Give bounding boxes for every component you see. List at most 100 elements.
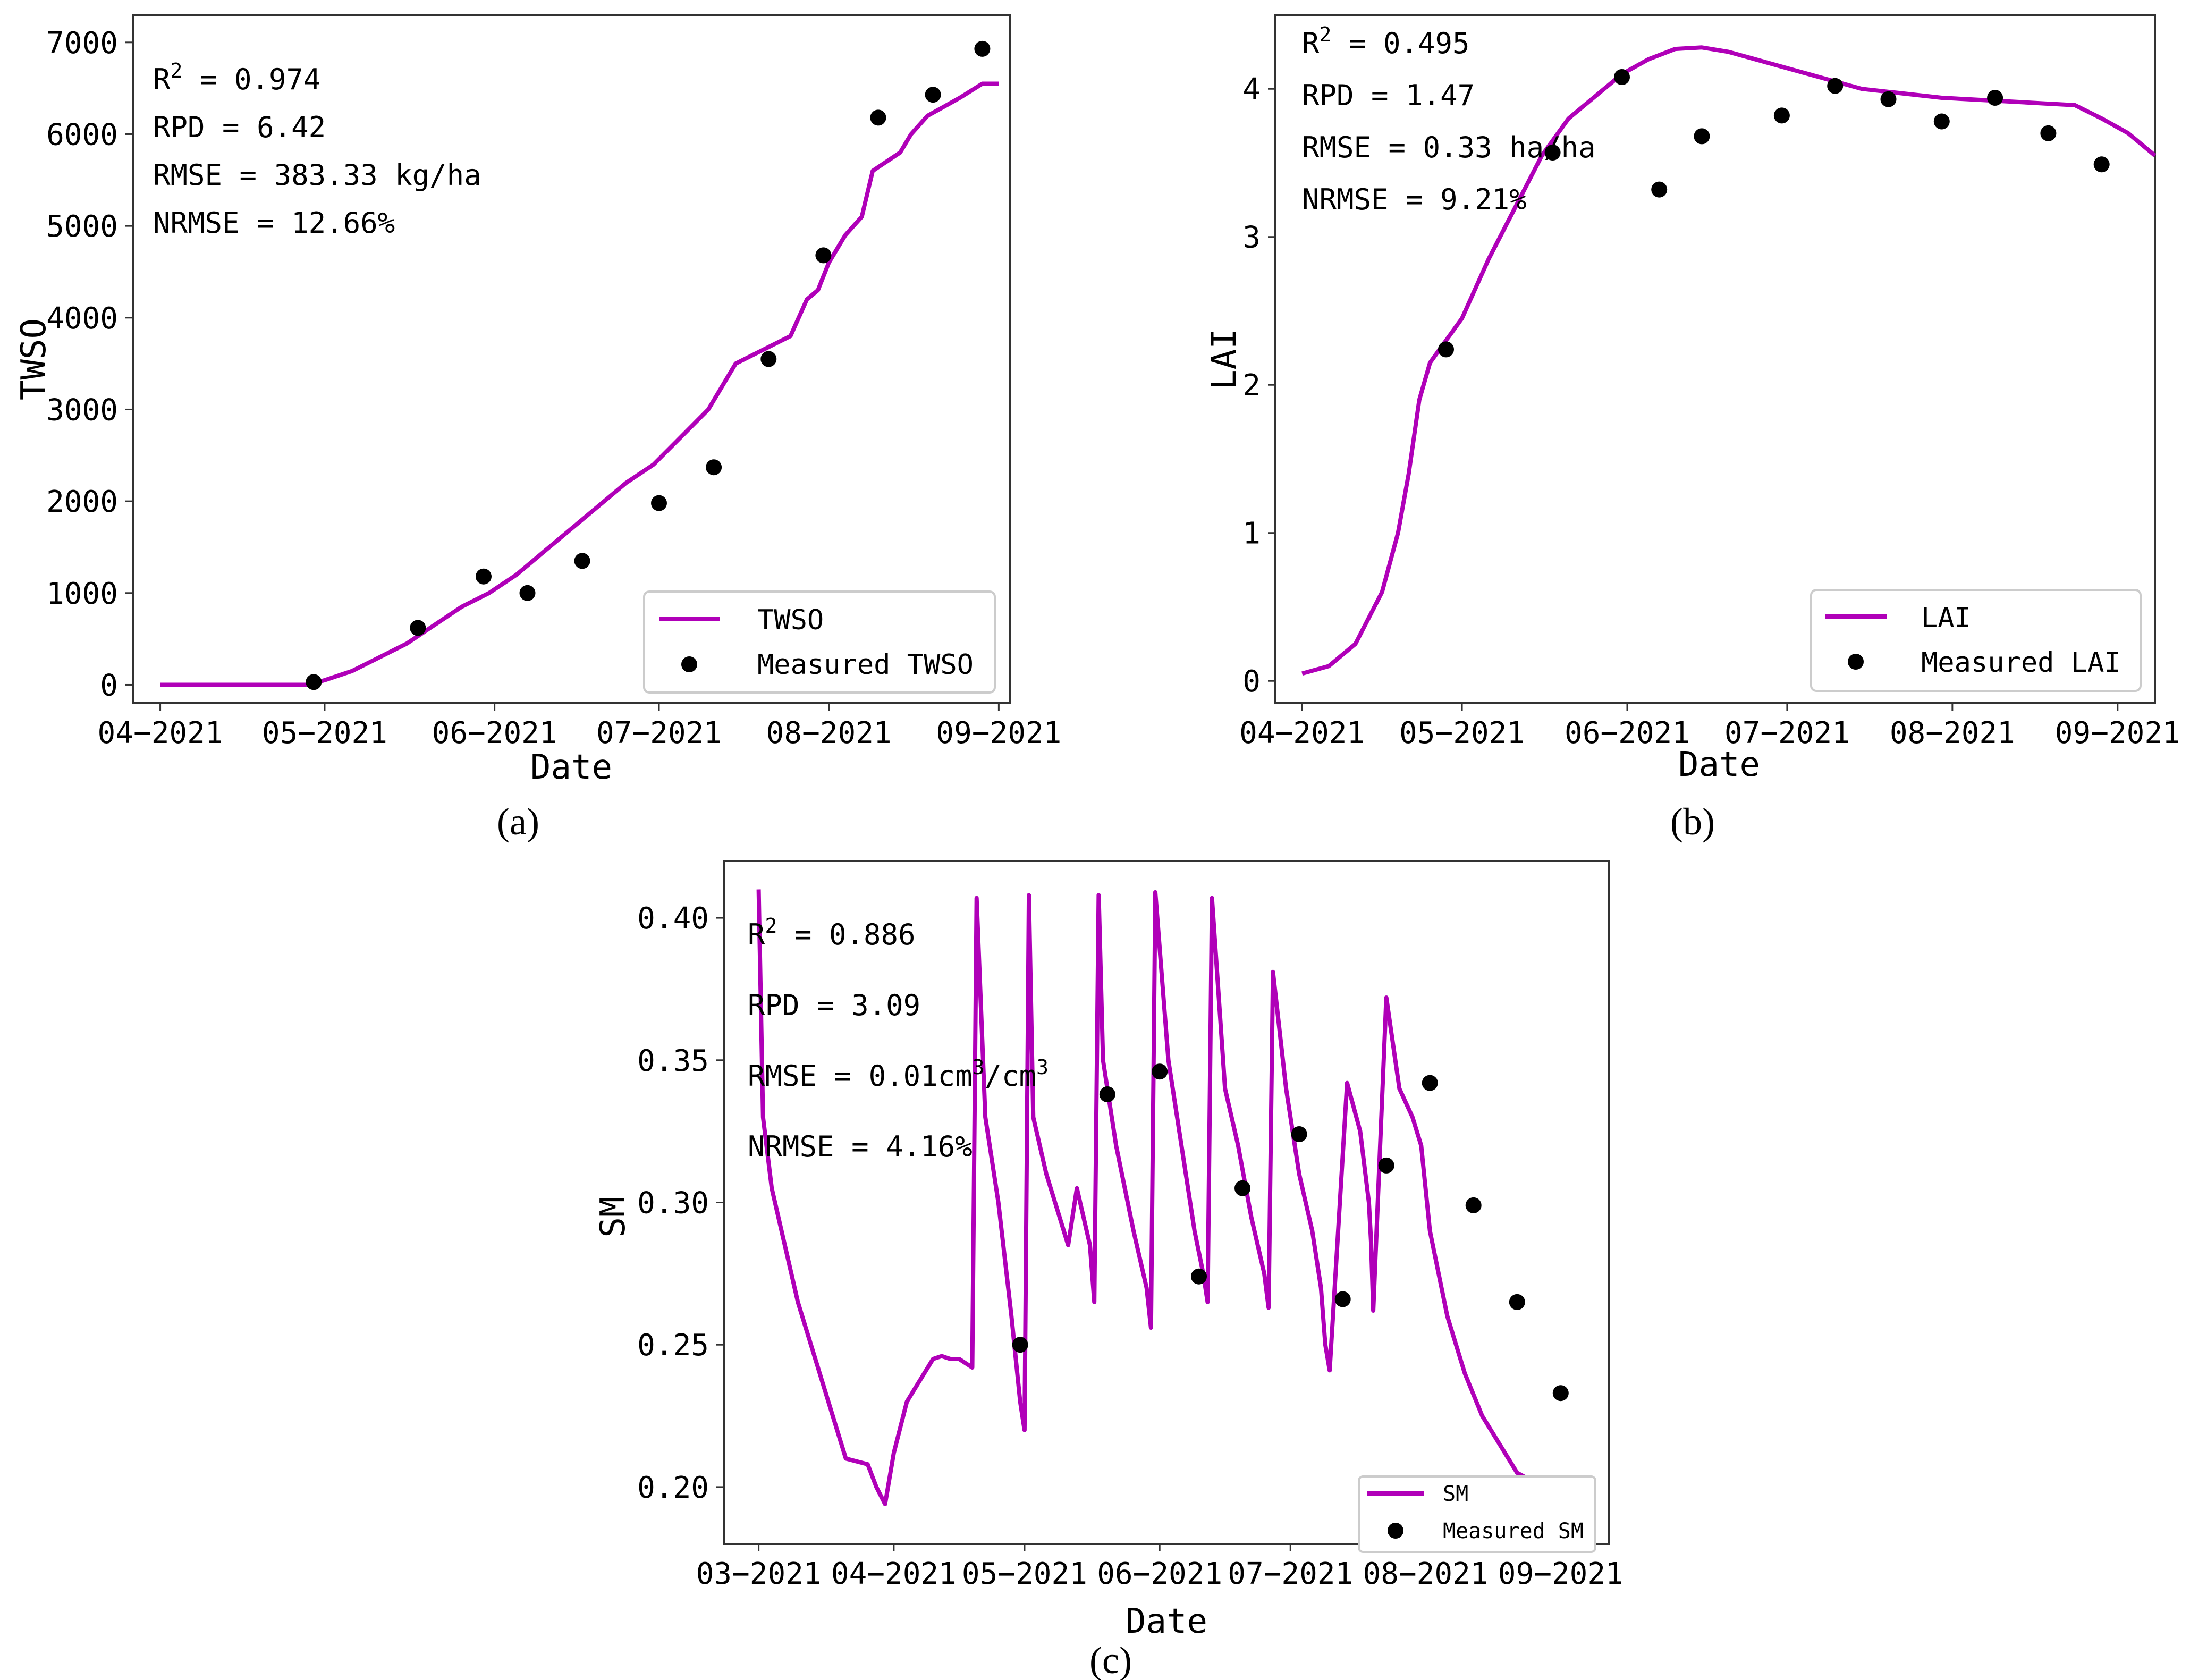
x-axis-label: Date [530, 748, 612, 787]
stat-r2-value: = 0.974 [182, 63, 320, 96]
stat-rmse-sup1: 3 [973, 1056, 985, 1079]
legend-dot-swatch [1848, 654, 1864, 670]
x-tick-label: 07−2021 [596, 716, 722, 750]
measured-point [1334, 1291, 1351, 1307]
y-tick-label: 1000 [46, 577, 118, 611]
y-tick-label: 3 [1242, 221, 1261, 255]
y-tick-label: 4000 [46, 301, 118, 336]
x-tick-label: 03−2021 [696, 1557, 822, 1591]
panel-label: (a) [497, 800, 539, 843]
legend-line-label: SM [1443, 1482, 1468, 1506]
stat-rpd: RPD = 6.42 [153, 111, 326, 144]
measured-point [870, 109, 886, 126]
x-tick-label: 08−2021 [766, 716, 892, 750]
y-tick-label: 0.30 [637, 1186, 709, 1221]
x-tick-label: 06−2021 [432, 716, 557, 750]
panel-b: 04−2021 05−2021 06−2021 07−2021 08−2021 09−20… [1205, 14, 2180, 843]
y-axis-label: TWSO [14, 318, 54, 400]
y-tick-label: 0 [100, 668, 118, 703]
measured-point [706, 459, 722, 476]
measured-point [2093, 156, 2110, 173]
measured-point [1152, 1063, 1168, 1080]
x-tick-label: 05−2021 [262, 716, 387, 750]
stat-rmse-sup2: 3 [1036, 1056, 1049, 1079]
panel-c: 03−2021 04−2021 05−2021 06−2021 07−2021 08−20… [594, 860, 1624, 1680]
series-line-sm [756, 889, 1561, 1506]
y-tick-label: 3000 [46, 393, 118, 427]
panel-a: 04−2021 05−2021 06−2021 07−2021 08−2021 09−20… [14, 14, 1061, 843]
measured-point [760, 351, 777, 367]
y-tick-label: 0 [1242, 664, 1261, 699]
measured-point [476, 568, 492, 585]
measured-point [1422, 1075, 1438, 1091]
stat-r2-value: = 0.886 [777, 918, 915, 951]
x-tick-label: 07−2021 [1228, 1557, 1353, 1591]
measured-point [1987, 90, 2003, 106]
stat-r2: R2 = 0.495 [1302, 23, 1470, 60]
panel-label: (b) [1670, 800, 1715, 843]
y-tick-label: 7000 [46, 26, 118, 61]
measured-point [1099, 1086, 1115, 1102]
legend: LAI Measured LAI [1810, 589, 2142, 692]
x-tick-label: 04−2021 [98, 716, 223, 750]
y-tick-label: 2000 [46, 485, 118, 519]
x-tick-label: 04−2021 [1239, 716, 1365, 750]
stat-r2: R2 = 0.974 [153, 59, 321, 96]
measured-point [1191, 1268, 1207, 1285]
measured-point [1552, 1385, 1569, 1402]
measured-point [1544, 145, 1561, 161]
legend-box [643, 590, 996, 694]
legend: SM Measured SM [1358, 1475, 1596, 1553]
x-tick-label: 04−2021 [831, 1557, 957, 1591]
series-line-twso [160, 81, 999, 687]
stat-rpd: RPD = 1.47 [1302, 79, 1475, 112]
y-axis-label: SM [594, 1196, 633, 1237]
stat-r2-prefix: R [748, 918, 765, 951]
stat-r2-sup: 2 [171, 59, 183, 82]
measured-point [1773, 107, 1790, 124]
stat-nrmse: NRMSE = 4.16% [748, 1130, 973, 1163]
panel-label: (c) [1089, 1639, 1132, 1680]
measured-point [651, 495, 667, 511]
y-tick-label: 0.25 [637, 1328, 709, 1363]
legend-line-label: TWSO [757, 604, 824, 636]
x-tick-label: 06−2021 [1097, 1557, 1222, 1591]
measured-point [1614, 69, 1630, 85]
stat-r2-prefix: R [153, 63, 171, 96]
legend-dot-swatch [1388, 1523, 1403, 1539]
stat-rmse: RMSE = 0.33 ha/ha [1302, 131, 1596, 164]
x-tick-label: 05−2021 [962, 1557, 1087, 1591]
legend-dots-label: Measured TWSO [757, 649, 974, 681]
stat-rpd: RPD = 3.09 [748, 989, 920, 1022]
measured-point [519, 585, 536, 601]
stat-r2-prefix: R [1302, 27, 1320, 60]
measured-point [1234, 1180, 1250, 1196]
plot-frame [1274, 14, 2156, 704]
measured-point [1933, 113, 1950, 130]
y-tick-label: 1 [1242, 517, 1261, 551]
x-tick-label: 08−2021 [1890, 716, 2015, 750]
x-tick-label: 05−2021 [1399, 716, 1525, 750]
measured-point [2040, 125, 2057, 141]
x-axis-label: Date [1678, 745, 1760, 784]
x-tick-label: 07−2021 [1724, 716, 1850, 750]
plot-frame [132, 14, 1011, 704]
measured-point [1694, 128, 1710, 145]
y-tick-label: 0.35 [637, 1044, 709, 1078]
stat-rmse-prefix: RMSE = 0.01cm [748, 1059, 973, 1093]
stats-box: R2 = 0.495 RPD = 1.47 RMSE = 0.33 ha/ha … [1302, 23, 1596, 216]
x-tick-label: 09−2021 [936, 716, 1061, 750]
x-tick-label: 09−2021 [2055, 716, 2180, 750]
measured-point [574, 553, 590, 569]
measured-point [1438, 341, 1454, 358]
stat-r2-sup: 2 [765, 914, 777, 938]
stat-r2-value: = 0.495 [1331, 27, 1469, 60]
measured-point [306, 674, 322, 690]
measured-point [1827, 78, 1844, 94]
stat-r2-sup: 2 [1320, 23, 1332, 46]
measured-point [1509, 1294, 1525, 1310]
legend-dots-label: Measured SM [1443, 1519, 1584, 1543]
stat-nrmse: NRMSE = 12.66% [153, 206, 395, 240]
measured-point [1012, 1337, 1028, 1353]
